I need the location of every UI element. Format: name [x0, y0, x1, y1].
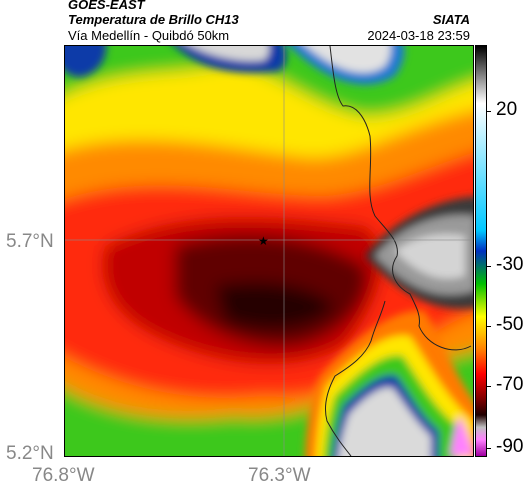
timestamp: 2024-03-18 23:59 [367, 28, 470, 43]
colorbar-label: -90 [496, 436, 524, 457]
colorbar-tick [486, 448, 491, 449]
brightness-temperature-map[interactable]: ★ [64, 45, 474, 457]
x-tick-label: 76.8°W [32, 465, 95, 486]
organization-label: SIATA [432, 12, 470, 27]
x-tick-label: 76.3°W [248, 465, 311, 486]
y-tick-label: 5.2°N [6, 443, 54, 464]
colorbar-label: -30 [496, 254, 524, 275]
product-title: Temperatura de Brillo CH13 [68, 12, 239, 27]
colorbar-label: -50 [496, 314, 524, 335]
location-marker-icon: ★ [258, 234, 269, 248]
region-label: Vía Medellín - Quibdó 50km [68, 28, 230, 43]
colorbar-tick [486, 266, 491, 267]
colorbar [475, 45, 487, 457]
colorbar-tick [486, 111, 491, 112]
map-canvas: ★ [65, 46, 473, 456]
y-tick-label: 5.7°N [6, 231, 54, 252]
satellite-name: GOES-EAST [68, 0, 145, 12]
colorbar-label: -70 [496, 374, 524, 395]
coastline [324, 46, 472, 456]
colorbar-tick [486, 386, 491, 387]
colorbar-tick [486, 326, 491, 327]
colorbar-label: 20 [496, 99, 518, 120]
